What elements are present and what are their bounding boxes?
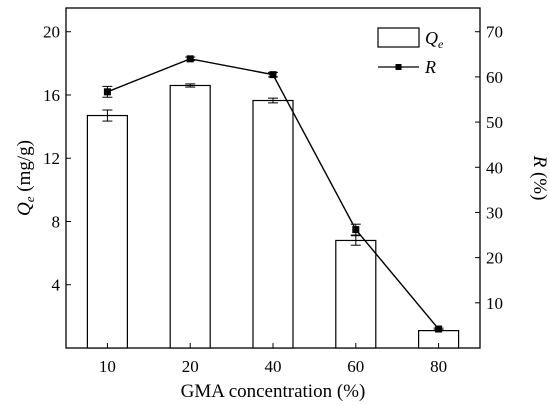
legend-bar-label: Qe (425, 28, 444, 51)
y-axis-left-title: Qe (mg/g) (14, 140, 37, 216)
x-tick-label-10: 10 (99, 357, 116, 376)
line-marker-80 (435, 325, 443, 333)
x-tick-label-20: 20 (182, 357, 199, 376)
ticks-layer: 10 20 40 60 80 4 8 12 16 20 10 20 30 40 50 60 70 (43, 23, 503, 376)
line-marker-20 (186, 55, 194, 63)
legend-bar-label-sub: e (438, 37, 444, 51)
y-right-tick-label-70: 70 (486, 23, 503, 42)
legend-bar-swatch (377, 27, 420, 48)
bar-20 (169, 84, 211, 349)
y-right-tick-label-10: 10 (486, 294, 503, 313)
y-left-tick-label-20: 20 (43, 23, 60, 42)
line-marker-10 (103, 88, 111, 96)
x-axis-title: GMA concentration (%) (181, 381, 366, 402)
x-tick-label-80: 80 (430, 357, 447, 376)
legend-line-label-main: R (424, 57, 436, 77)
line-layer (102, 55, 444, 333)
bar-10 (86, 114, 129, 349)
bars-layer (86, 83, 460, 349)
y-right-title-main: R (529, 155, 550, 168)
bar-60 (335, 239, 377, 349)
y-right-tick-label-30: 30 (486, 203, 503, 222)
y-left-title-sub: e (22, 196, 37, 202)
legend-line-label: R (424, 57, 436, 77)
y-left-tick-label-8: 8 (52, 212, 61, 231)
y-right-tick-label-20: 20 (486, 249, 503, 268)
y-left-title-main: Q (14, 202, 35, 216)
legend: Qe R (377, 27, 444, 77)
y-right-tick-label-50: 50 (486, 113, 503, 132)
line-marker-40 (269, 71, 277, 79)
y-left-tick-label-12: 12 (43, 149, 60, 168)
y-right-tick-label-40: 40 (486, 158, 503, 177)
y-right-tick-label-60: 60 (486, 68, 503, 87)
line-marker-60 (352, 226, 360, 234)
legend-bar-label-main: Q (425, 28, 438, 48)
y-right-title-unit: (%) (529, 167, 550, 200)
y-left-tick-label-16: 16 (43, 86, 60, 105)
bar-40 (252, 99, 294, 349)
x-tick-label-40: 40 (265, 357, 282, 376)
legend-line-marker (395, 64, 402, 70)
y-left-title-unit: (mg/g) (14, 140, 35, 196)
y-left-tick-label-4: 4 (52, 276, 61, 295)
y-axis-right-title: R (%) (529, 155, 550, 201)
x-tick-label-60: 60 (347, 357, 364, 376)
